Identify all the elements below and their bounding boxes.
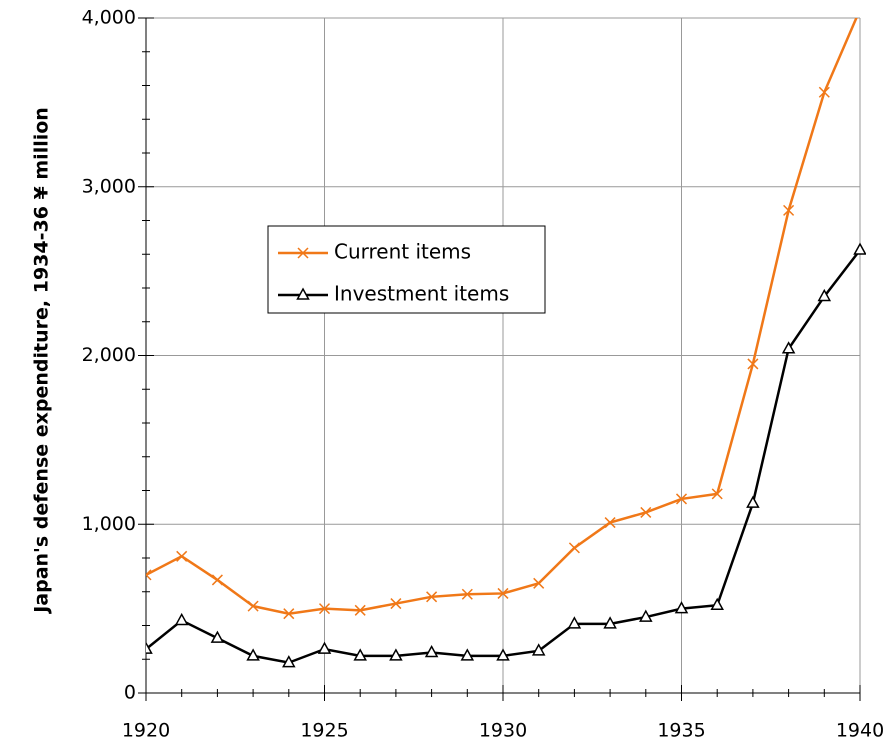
marker	[461, 588, 473, 600]
marker	[531, 643, 546, 656]
marker	[424, 644, 439, 658]
marker	[496, 648, 510, 661]
marker	[211, 574, 223, 586]
x-tick-label: 1920	[122, 720, 170, 742]
marker	[389, 648, 403, 661]
x-tick-label: 1940	[836, 720, 884, 742]
y-tick-label: 0	[124, 682, 136, 704]
marker	[353, 648, 367, 661]
marker	[390, 598, 402, 610]
marker	[604, 517, 616, 529]
marker	[283, 608, 295, 620]
marker	[176, 550, 188, 562]
marker	[317, 641, 332, 654]
marker	[853, 242, 866, 255]
marker	[282, 655, 296, 668]
marker	[674, 601, 689, 614]
marker	[460, 648, 475, 661]
marker	[318, 603, 331, 615]
marker	[246, 648, 260, 661]
legend-box	[267, 225, 546, 314]
marker	[603, 616, 617, 629]
marker	[247, 600, 259, 612]
marker	[675, 493, 688, 505]
marker	[426, 591, 438, 603]
marker	[210, 630, 225, 643]
marker	[297, 247, 309, 259]
y-tick-label: 1,000	[82, 513, 136, 535]
marker	[781, 341, 796, 354]
legend-label: Current items	[334, 240, 471, 264]
y-axis-label: Japan's defense expenditure, 1934-36 ¥ m…	[31, 107, 53, 615]
y-tick-label: 3,000	[82, 175, 136, 197]
marker	[568, 542, 580, 554]
marker	[639, 609, 653, 622]
marker	[783, 204, 795, 216]
marker	[818, 86, 830, 98]
plot-area	[146, 18, 866, 668]
marker	[711, 488, 723, 500]
x-tick-label: 1925	[300, 720, 348, 742]
legend-label: Investment items	[334, 282, 509, 306]
x-tick-label: 1930	[479, 720, 527, 742]
marker	[497, 587, 509, 599]
marker	[296, 287, 310, 300]
marker	[640, 506, 652, 518]
marker	[146, 641, 153, 654]
marker	[710, 597, 724, 610]
x-tick-label: 1935	[657, 720, 705, 742]
marker	[817, 288, 832, 302]
marker	[567, 616, 582, 629]
marker	[746, 495, 760, 508]
marker	[354, 604, 366, 616]
marker	[146, 569, 152, 581]
marker	[533, 577, 545, 589]
marker	[747, 358, 759, 370]
y-tick-label: 2,000	[82, 344, 136, 366]
y-tick-label: 4,000	[82, 7, 136, 29]
marker	[174, 612, 189, 626]
